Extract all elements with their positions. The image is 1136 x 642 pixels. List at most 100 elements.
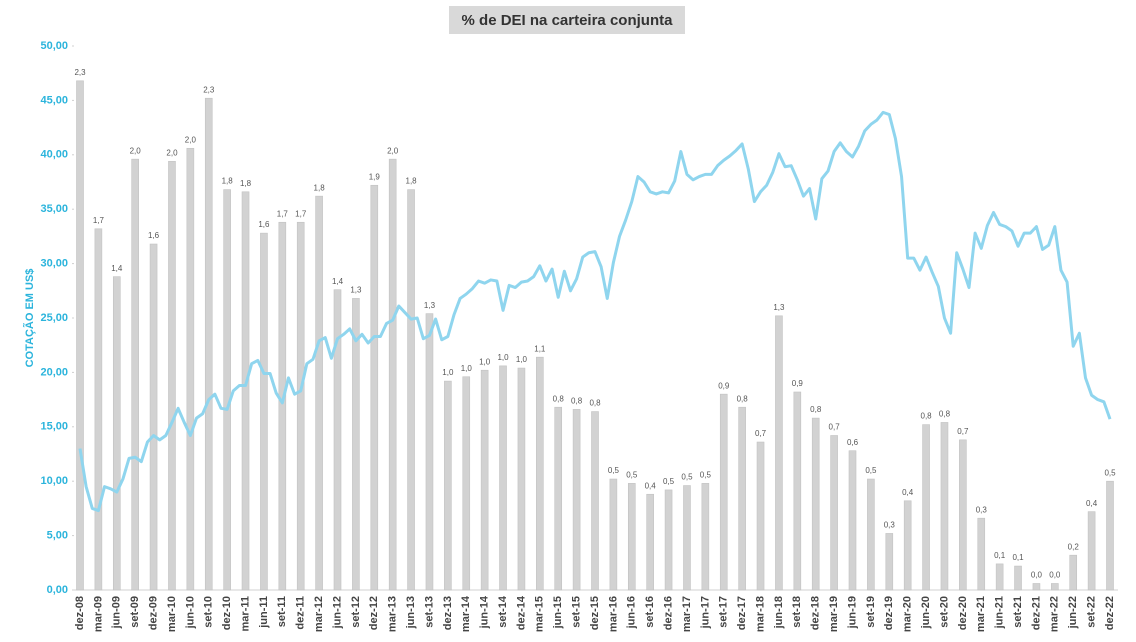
x-tick-label: set-18 [791,596,803,628]
bar [499,365,507,591]
x-tick-label: jun-18 [773,596,785,629]
bar [388,158,397,591]
data-label: 0,5 [608,466,620,475]
data-label: 0,9 [718,381,730,390]
bar [572,409,581,591]
bar [462,376,471,591]
bar [517,367,526,591]
bar [1051,583,1059,591]
data-label: 0,8 [921,412,933,421]
x-tick-label: mar-14 [460,595,472,632]
x-tick-label: jun-13 [405,596,417,629]
bar [352,298,360,591]
bar [719,393,728,591]
x-tick-label: set-17 [718,596,730,628]
data-label: 1,3 [773,303,785,312]
x-tick-label: dez-18 [810,596,822,630]
data-label: 2,3 [74,68,86,77]
x-tick-label: set-12 [350,596,362,628]
x-tick-label: mar-19 [828,596,840,632]
x-tick-label: set-15 [571,596,583,628]
y-tick-label: 10,00 [40,475,68,487]
y-tick-label: 30,00 [40,258,68,270]
bar [315,195,323,591]
bar [168,161,176,591]
bar [223,189,231,591]
bar [591,411,599,591]
x-tick-label: mar-16 [607,596,619,632]
chart-title: % de DEI na carteira conjunta [462,12,674,29]
bar [76,80,84,591]
data-label: 0,8 [571,397,583,406]
x-tick-label: set-16 [644,596,656,628]
x-tick-label: set-19 [865,596,877,628]
x-tick-label: jun-12 [331,596,343,629]
data-label: 1,6 [258,220,270,229]
data-label: 1,0 [516,355,528,364]
data-label: 0,5 [1104,468,1116,477]
y-tick-label: 25,00 [40,312,68,324]
data-label: 0,8 [553,394,565,403]
data-label: 0,4 [645,481,657,490]
x-tick-label: mar-13 [387,596,399,632]
y-tick-label: 15,00 [40,421,68,433]
x-tick-label: dez-20 [957,596,969,630]
x-tick-label: set-13 [423,596,435,628]
x-tick-label: jun-20 [920,596,932,629]
bar [609,478,618,591]
data-label: 1,4 [332,277,344,286]
x-tick-label: set-20 [938,596,950,628]
data-label: 2,3 [203,85,215,94]
bar [885,533,894,591]
bar [811,417,820,591]
x-tick-label: dez-14 [515,595,527,630]
bar [1069,554,1078,591]
data-label: 1,7 [93,216,105,225]
data-label: 1,6 [148,231,160,240]
data-label: 1,0 [497,353,509,362]
data-label: 1,8 [406,177,418,186]
x-tick-label: mar-11 [239,596,251,631]
x-tick-label: mar-17 [681,596,693,632]
data-label: 0,6 [847,438,859,447]
data-label: 0,7 [829,423,841,432]
bar [830,435,838,591]
x-tick-label: dez-17 [736,596,748,630]
bar [627,483,636,591]
bar [995,563,1004,591]
x-tick-label: dez-19 [883,596,895,630]
bar [738,406,746,591]
data-label: 0,4 [1086,499,1098,508]
bar [1032,583,1041,591]
bar [775,315,783,591]
bar [940,422,949,591]
y-tick-label: 45,00 [40,94,68,106]
bar [480,369,489,591]
bar [867,478,875,591]
bar [149,243,158,591]
data-label: 0,5 [700,470,712,479]
data-label: 0,1 [994,551,1006,560]
x-tick-label: set-10 [203,596,215,628]
data-label: 0,8 [737,394,749,403]
y-tick-label: 35,00 [40,203,68,215]
data-label: 0,3 [976,505,988,514]
y-tick-label: 40,00 [40,149,68,161]
bar [241,191,250,591]
data-label: 0,5 [865,466,877,475]
data-label: 2,0 [130,146,142,155]
x-tick-label: mar-22 [1049,596,1061,632]
bar [112,276,121,591]
x-tick-label: dez-13 [442,596,454,630]
x-tick-label: dez-08 [74,596,86,630]
bar [554,406,563,591]
x-tick-label: set-22 [1086,596,1098,628]
bar [664,489,673,591]
y-tick-label: 5,00 [47,530,68,542]
bar [1106,480,1114,591]
bar [425,313,434,591]
data-label: 0,4 [902,488,914,497]
x-tick-label: set-21 [1012,596,1024,628]
x-tick-label: dez-11 [295,596,307,630]
